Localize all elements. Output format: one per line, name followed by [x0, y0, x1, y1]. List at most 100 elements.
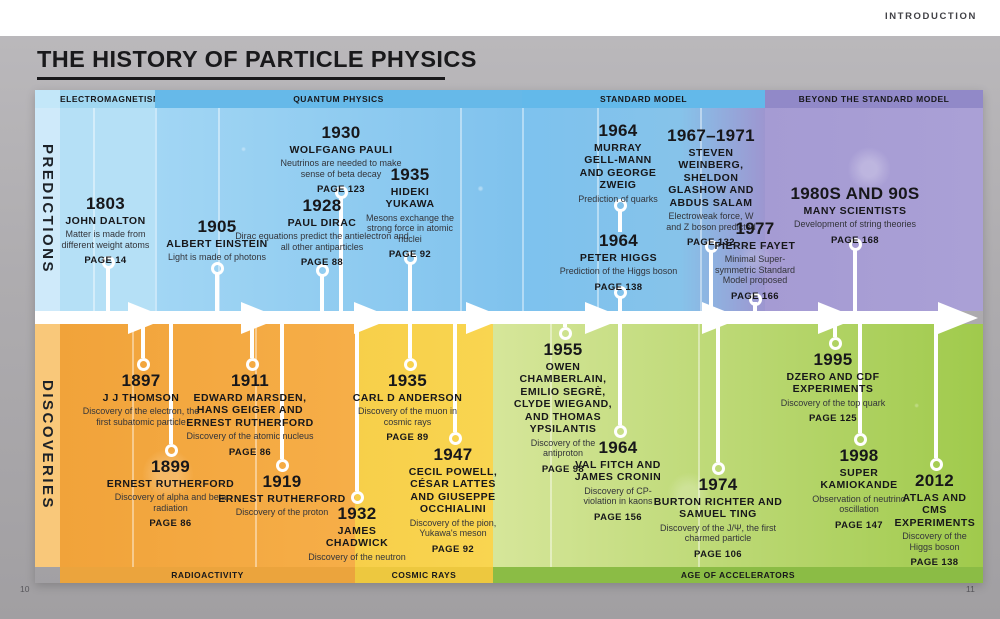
- event-year: 1964: [598, 231, 639, 250]
- connector-stem: [934, 323, 938, 458]
- event-desc: Discovery of the top quark: [780, 397, 886, 408]
- connector-stem: [833, 323, 837, 337]
- connector-ring: [136, 357, 150, 371]
- timeline-event-1964-gellmann-zweig: 1964 MURRAY GELL-MANN AND GEORGE ZWEIG P…: [568, 122, 668, 209]
- timeline-event-1932-chadwick: 1932 JAMES CHADWICK Discovery of the neu…: [297, 505, 417, 567]
- event-name: ATLAS AND CMS EXPERIMENTS: [894, 491, 976, 529]
- connector-ring: [613, 285, 627, 299]
- event-page-ref: PAGE 86: [228, 446, 272, 458]
- event-desc: Minimal Super-symmetric Standard Model p…: [714, 254, 796, 286]
- era-band-beyond-standard-model: BEYOND THE STANDARD MODEL: [765, 90, 983, 108]
- era-band-cosmic-rays: COSMIC RAYS: [355, 567, 493, 583]
- event-name: PAUL DIRAC: [287, 216, 357, 229]
- arrow-right-icon: [818, 301, 858, 334]
- connector-ring: [275, 458, 289, 472]
- connector-ring: [448, 431, 462, 445]
- event-page-ref: PAGE 92: [431, 543, 475, 555]
- event-year: 1974: [698, 475, 738, 494]
- era-band-radioactivity: RADIOACTIVITY: [60, 567, 355, 583]
- title-underline: [37, 77, 445, 80]
- event-year: 1897: [121, 371, 161, 390]
- event-year: 1964: [598, 121, 638, 140]
- event-page-ref: PAGE 92: [388, 249, 432, 261]
- event-desc: Mesons exchange the strong force in atom…: [365, 212, 455, 244]
- predictions-axis-label: PREDICTIONS: [39, 144, 56, 275]
- arrow-right-icon: [354, 301, 394, 334]
- connector-ring: [848, 237, 862, 251]
- radioactivity-panel: [60, 324, 355, 567]
- event-desc: Observation of neutrino oscillation: [812, 493, 906, 515]
- timeline-infographic: ELECTROMAGNETISM QUANTUM PHYSICS STANDAR…: [35, 90, 983, 583]
- timeline-event-1980s-string-theories: 1980S AND 90S MANY SCIENTISTS Developmen…: [775, 185, 935, 246]
- standard-model-panel: [522, 108, 765, 311]
- panel-divider: [700, 108, 702, 311]
- arrow-right-icon: [938, 301, 978, 334]
- timeline-event-1935-yukawa: 1935 HIDEKI YUKAWA Mesons exchange the s…: [355, 166, 465, 261]
- event-desc: Development of string theories: [793, 219, 917, 230]
- event-year: 1911: [230, 371, 270, 390]
- event-desc: Discovery of the atomic nucleus: [186, 431, 314, 442]
- era-band-age-of-accelerators: AGE OF ACCELERATORS: [493, 567, 983, 583]
- event-year: 1964: [598, 438, 638, 457]
- event-page-ref: PAGE 123: [317, 184, 365, 196]
- connector-stem: [853, 248, 857, 312]
- panel-divider: [132, 324, 134, 567]
- timeline-event-1977-fayet: 1977 PIERRE FAYET Minimal Super-symmetri…: [707, 220, 803, 302]
- event-name: PETER HIGGS: [579, 251, 658, 264]
- event-desc: Discovery of the antiproton: [530, 437, 596, 459]
- arrow-right-icon: [128, 301, 168, 334]
- event-name: PIERRE FAYET: [714, 239, 796, 252]
- event-name: VAL FITCH AND JAMES CRONIN: [574, 458, 662, 484]
- event-name: CECIL POWELL, CÉSAR LATTES AND GIUSEPPE …: [408, 465, 498, 516]
- connector-ring: [704, 239, 718, 253]
- panel-divider: [93, 108, 95, 311]
- event-desc: Dirac equations predict the antielectron…: [235, 231, 409, 252]
- event-year: 1998: [839, 446, 879, 465]
- event-name: SUPER KAMIOKANDE: [820, 466, 898, 492]
- connector-ring: [164, 443, 178, 457]
- connector-stem: [408, 323, 412, 358]
- timeline-event-1911-atomic-nucleus: 1911 EDWARD MARSDEN, HANS GEIGER AND ERN…: [180, 372, 320, 458]
- era-band-electromagnetism: ELECTROMAGNETISM: [60, 90, 160, 108]
- event-desc: Discovery of the muon in cosmic rays: [357, 406, 458, 427]
- connector-stem: [618, 209, 622, 232]
- connector-stem: [250, 323, 254, 358]
- event-page-ref: PAGE 89: [386, 432, 429, 444]
- event-desc: Discovery of the proton: [235, 507, 329, 518]
- timeline-event-2012-higgs-boson: 2012 ATLAS AND CMS EXPERIMENTS Discovery…: [886, 471, 983, 569]
- event-page-ref: PAGE 132: [687, 237, 735, 249]
- event-desc: Discovery of alpha and beta radiation: [114, 492, 227, 513]
- connector-stem: [339, 196, 343, 312]
- event-name: OWEN CHAMBERLAIN, EMILIO SEGRÈ, CLYDE WI…: [513, 360, 613, 436]
- page-header-band: [0, 0, 1000, 36]
- connector-stem: [215, 272, 219, 312]
- event-name: DZERO AND CDF EXPERIMENTS: [786, 370, 880, 396]
- event-name: STEVEN WEINBERG, SHELDON GLASHOW AND ABD…: [668, 146, 754, 209]
- connector-stem: [280, 323, 284, 459]
- event-name: EDWARD MARSDEN, HANS GEIGER AND ERNEST R…: [186, 391, 314, 429]
- timeline-event-1947-pion: 1947 CECIL POWELL, CÉSAR LATTES AND GIUS…: [398, 446, 508, 555]
- timeline-event-1928-dirac: 1928 PAUL DIRAC Dirac equations predict …: [232, 197, 412, 269]
- connector-ring: [828, 336, 842, 350]
- connector-ring: [929, 457, 943, 471]
- connector-stem: [106, 266, 110, 312]
- connector-stem: [141, 323, 145, 358]
- event-year: 1930: [321, 123, 361, 142]
- event-year: 1947: [433, 445, 473, 464]
- event-year: 2012: [914, 471, 955, 490]
- event-page-ref: PAGE 166: [731, 290, 779, 302]
- event-year: 1967–1971: [667, 126, 755, 145]
- event-name: JOHN DALTON: [65, 214, 146, 227]
- event-year: 1899: [150, 457, 191, 476]
- event-name: ERNEST RUTHERFORD: [218, 492, 346, 505]
- cosmic-rays-panel: [355, 324, 493, 567]
- panel-divider: [522, 108, 524, 311]
- timeline-event-1930-pauli: 1930 WOLFGANG PAULI Neutrinos are needed…: [271, 123, 411, 196]
- discoveries-axis-label: DISCOVERIES: [39, 380, 56, 511]
- panel-divider: [698, 324, 700, 567]
- era-band-standard-model: STANDARD MODEL: [522, 90, 765, 108]
- arrow-right-icon: [702, 301, 742, 334]
- connector-stem: [716, 323, 720, 462]
- connector-stem: [453, 323, 457, 432]
- event-page-ref: PAGE 125: [809, 413, 857, 425]
